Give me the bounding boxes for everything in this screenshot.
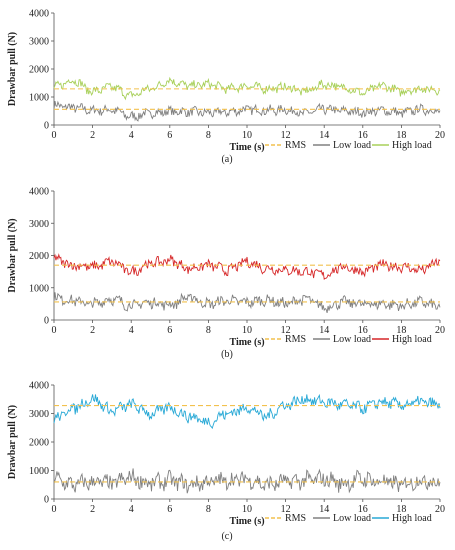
panel-label: (a) [221,154,232,165]
x-tick-label: 20 [435,504,445,515]
y-tick-label: 3000 [29,219,49,230]
x-tick-label: 14 [319,130,329,141]
x-tick-label: 14 [319,325,329,336]
y-tick-label: 0 [44,121,49,132]
legend-label: High load [392,334,432,345]
x-tick-label: 6 [167,325,172,336]
x-tick-label: 4 [129,504,134,515]
x-tick-label: 6 [167,504,172,515]
y-tick-label: 3000 [29,409,49,420]
x-tick-label: 10 [242,130,252,141]
high-load-line [53,76,441,101]
x-axis-title: Time (s) [229,337,264,348]
x-tick-label: 12 [281,325,291,336]
y-tick-label: 4000 [29,9,49,20]
chart-panel-1: 0 1000 2000 3000 4000 0 2 4 6 8 10 12 14 16 18 20 Drawba… [7,9,445,166]
legend-label: Low load [333,513,371,524]
x-tick-label: 12 [281,504,291,515]
x-tick-label: 8 [206,504,211,515]
x-tick-label: 18 [396,130,406,141]
low-load-line [53,292,441,314]
panel-label: (b) [221,349,233,360]
y-tick-label: 1000 [29,93,49,104]
legend-label: Low load [333,334,371,345]
x-tick-label: 0 [52,130,57,141]
y-tick-label: 2000 [29,251,49,262]
low-load-line [53,100,441,122]
legend-label: Low load [333,140,371,151]
x-tick-label: 4 [129,130,134,141]
legend-label: High load [392,140,432,151]
y-tick-label: 1000 [29,466,49,477]
legend-label: RMS [285,140,306,151]
x-tick-label: 20 [435,325,445,336]
x-tick-label: 16 [358,325,368,336]
y-tick-label: 2000 [29,65,49,76]
panel-label: (c) [221,531,232,542]
legend-label: RMS [285,513,306,524]
legend: RMS Low load High load [265,513,432,524]
x-tick-label: 18 [396,325,406,336]
x-tick-label: 8 [206,130,211,141]
x-tick-label: 2 [90,130,95,141]
y-tick-label: 2000 [29,438,49,449]
x-tick-label: 20 [435,130,445,141]
x-tick-label: 14 [319,504,329,515]
x-tick-label: 16 [358,130,368,141]
x-tick-label: 6 [167,130,172,141]
y-axis-title: Drawbar pull (N) [7,405,18,479]
x-tick-label: 2 [90,504,95,515]
low-load-line [53,468,441,494]
x-tick-label: 12 [281,130,291,141]
y-tick-label: 0 [44,495,49,506]
x-tick-label: 2 [90,325,95,336]
chart-panel-3: 0 1000 2000 3000 4000 0 2 4 6 8 10 12 14 16 18 20 Drawba… [7,381,445,543]
y-tick-label: 0 [44,316,49,327]
x-tick-label: 0 [52,325,57,336]
x-tick-label: 18 [396,504,406,515]
legend-label: RMS [285,334,306,345]
y-tick-label: 3000 [29,37,49,48]
y-tick-label: 4000 [29,381,49,392]
high-load-line [53,393,441,430]
x-axis-title: Time (s) [229,516,264,527]
y-axis-title: Drawbar pull (N) [7,218,18,292]
x-tick-label: 10 [242,325,252,336]
chart-panel-2: 0 1000 2000 3000 4000 0 2 4 6 8 10 12 14 16 18 20 Drawba… [7,187,445,361]
x-tick-label: 8 [206,325,211,336]
y-tick-label: 4000 [29,187,49,198]
high-load-line [53,253,441,280]
x-tick-label: 16 [358,504,368,515]
x-tick-label: 0 [52,504,57,515]
legend: RMS Low load High load [265,140,432,151]
legend-label: High load [392,513,432,524]
x-axis-title: Time (s) [229,142,264,153]
legend: RMS Low load High load [265,334,432,345]
x-tick-label: 4 [129,325,134,336]
y-axis-title: Drawbar pull (N) [7,32,18,106]
x-tick-label: 10 [242,504,252,515]
y-tick-label: 1000 [29,283,49,294]
